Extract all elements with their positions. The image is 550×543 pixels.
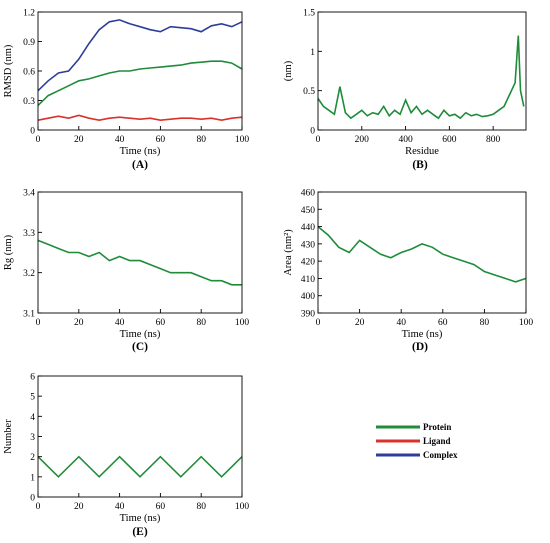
plot-frame (317, 191, 527, 314)
panel-c: 0 20 40 60 80 100 3.1 3.2 3.3 3.4 Time (ns) Rg (nm)… (3, 189, 249, 354)
legend-label: Ligand (423, 436, 451, 446)
x-tick-label: 40 (115, 502, 125, 512)
x-tick-label: 80 (196, 318, 206, 328)
x-tick-label: 0 (316, 318, 321, 328)
x-tick-label: 100 (235, 135, 250, 145)
y-tick-label: 0 (30, 494, 35, 504)
x-axis-label: Time (ns) (120, 513, 161, 524)
y-tick-label: 4 (30, 413, 35, 423)
x-tick-label: 100 (235, 502, 250, 512)
x-tick-label: 60 (156, 318, 166, 328)
legend-label: Complex (423, 450, 458, 460)
x-tick-label: 600 (442, 135, 457, 145)
y-tick-label: 450 (301, 206, 316, 216)
series-line-1 (317, 35, 525, 120)
y-tick-label: 440 (301, 223, 316, 233)
x-tick-label: 20 (355, 318, 365, 328)
plot-frame (317, 11, 527, 131)
x-tick-label: 400 (398, 135, 413, 145)
x-tick-label: 80 (480, 318, 490, 328)
x-tick-label: 100 (519, 318, 534, 328)
x-tick-label: 60 (438, 318, 448, 328)
y-tick-label: 390 (301, 310, 316, 320)
x-tick-label: 0 (36, 502, 41, 512)
panel-label: (D) (412, 341, 428, 353)
y-tick-label: 0 (30, 127, 35, 137)
series-line-ligand (37, 114, 243, 122)
y-tick-label: 0 (310, 127, 315, 137)
y-tick-label: 400 (301, 292, 316, 302)
y-tick-label: 1 (30, 473, 35, 483)
x-tick-label: 60 (156, 135, 166, 145)
series-line-1 (317, 225, 527, 283)
series-line-1 (37, 455, 243, 478)
legend: Protein Ligand Complex (376, 422, 458, 460)
y-tick-label: 6 (30, 373, 35, 383)
y-tick-label: 1.2 (23, 9, 35, 19)
y-tick-label: 2 (30, 453, 35, 463)
x-tick-label: 0 (36, 318, 41, 328)
y-tick-label: 5 (30, 393, 35, 403)
x-tick-label: 20 (74, 318, 84, 328)
x-tick-label: 0 (316, 135, 321, 145)
y-tick-label: 0.3 (23, 97, 35, 107)
y-tick-label: 430 (301, 240, 316, 250)
y-axis-label: Area (nm²) (283, 229, 294, 276)
x-tick-label: 60 (156, 502, 166, 512)
x-tick-label: 800 (486, 135, 501, 145)
series-line-protein (37, 60, 243, 106)
x-tick-label: 40 (396, 318, 406, 328)
x-tick-label: 40 (115, 318, 125, 328)
panel-label: (E) (132, 526, 148, 538)
panel-label: (C) (132, 341, 148, 353)
plot-frame (37, 191, 243, 314)
x-tick-label: 200 (355, 135, 370, 145)
series-line-1 (37, 239, 242, 286)
x-tick-label: 80 (196, 502, 206, 512)
panel-label: (A) (132, 159, 148, 171)
panel-d: 0 20 40 60 80 100 390 400 410 420 430 440 450 460 Time… (283, 189, 533, 354)
y-tick-label: 1.5 (303, 9, 315, 19)
y-axis-label: Number (3, 419, 14, 454)
y-tick-label: 3 (30, 433, 35, 443)
panel-e: 0 20 40 60 80 100 0 1 2 3 4 5 6 Time (ns) Number (E) (3, 373, 249, 539)
y-tick-label: 410 (301, 275, 316, 285)
y-tick-label: 0.5 (303, 87, 315, 97)
x-tick-label: 0 (36, 135, 41, 145)
y-axis-label: RMSD (nm) (3, 44, 14, 97)
y-tick-label: 3.2 (23, 269, 35, 279)
x-tick-label: 80 (196, 135, 206, 145)
legend-label: Protein (423, 422, 451, 432)
panel-b: 0 200 400 600 800 0 0.5 1 1.5 Residue (nm) (B) (283, 9, 527, 171)
panel-a: 0 20 40 60 80 100 0 0.3 0.6 0.9 1.2 Time (ns) RMSD (… (3, 9, 249, 172)
y-tick-label: 1 (310, 48, 315, 58)
y-tick-label: 0.9 (23, 38, 35, 48)
y-tick-label: 460 (301, 189, 316, 199)
x-tick-label: 20 (74, 502, 84, 512)
y-tick-label: 3.3 (23, 229, 35, 239)
y-axis-label: Rg (nm) (3, 234, 14, 270)
y-tick-label: 3.1 (23, 310, 35, 320)
x-tick-label: 40 (115, 135, 125, 145)
y-axis-label: (nm) (283, 60, 294, 81)
x-axis-label: Time (ns) (402, 329, 443, 340)
x-tick-label: 20 (74, 135, 84, 145)
series-line-complex (37, 19, 243, 92)
x-tick-label: 100 (235, 318, 250, 328)
y-tick-label: 3.4 (23, 189, 35, 199)
plot-frame (37, 375, 243, 498)
x-axis-label: Residue (405, 146, 439, 157)
panel-label: (B) (412, 159, 428, 171)
y-tick-label: 420 (301, 258, 316, 268)
y-tick-label: 0.6 (23, 68, 35, 78)
x-axis-label: Time (ns) (120, 329, 161, 340)
x-axis-label: Time (ns) (120, 146, 161, 157)
